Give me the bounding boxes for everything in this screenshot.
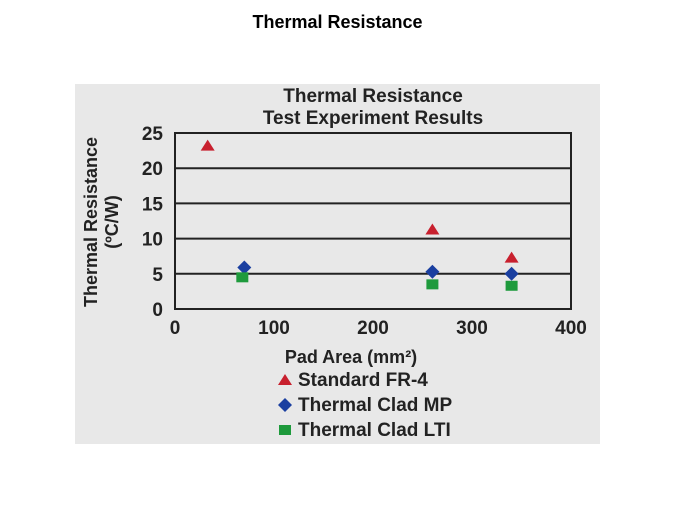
- data-point-square: [426, 279, 439, 290]
- legend-marker-triangle: [278, 374, 292, 385]
- legend-marker-diamond: [278, 398, 292, 412]
- y-axis-title-line-1: Thermal Resistance: [81, 137, 101, 307]
- chart-title-line-2: Test Experiment Results: [263, 108, 483, 129]
- data-point-square: [236, 272, 249, 283]
- legend-label: Standard FR-4: [298, 370, 428, 391]
- legend-marker-square: [279, 425, 291, 435]
- data-point-triangle: [504, 251, 519, 263]
- data-point-triangle: [200, 139, 215, 151]
- data-point-square: [505, 280, 518, 291]
- y-tick-label: 0: [152, 300, 163, 321]
- legend-label: Thermal Clad MP: [298, 395, 452, 416]
- x-tick-label: 200: [357, 318, 389, 339]
- legend-label: Thermal Clad LTI: [298, 420, 451, 441]
- chart-panel: Thermal Resistance Test Experiment Resul…: [75, 84, 600, 444]
- scatter-chart: Thermal Resistance Test Experiment Resul…: [81, 86, 587, 441]
- y-tick-label: 5: [152, 265, 163, 286]
- x-tick-label: 0: [170, 318, 181, 339]
- legend: Standard FR-4 Thermal Clad MP Thermal Clad…: [278, 370, 452, 441]
- y-tick-labels: 0 5 10 15 20 25: [142, 124, 164, 321]
- data-point-diamond: [504, 266, 519, 281]
- y-axis-title-line-2: (ºC/W): [102, 195, 122, 249]
- y-tick-label: 10: [142, 230, 163, 251]
- x-axis-title: Pad Area (mm²): [285, 347, 417, 367]
- x-tick-label: 300: [456, 318, 488, 339]
- data-point-triangle: [425, 223, 440, 235]
- chart-title-line-1: Thermal Resistance: [283, 86, 463, 107]
- data-point-diamond: [237, 260, 252, 275]
- data-points: [200, 139, 519, 291]
- x-tick-label: 400: [555, 318, 587, 339]
- slide-title: Thermal Resistance: [252, 12, 423, 32]
- plot-frame: [174, 132, 572, 310]
- y-tick-label: 15: [142, 194, 164, 215]
- x-tick-labels: 0 100 200 300 400: [170, 318, 587, 339]
- data-point-diamond: [425, 264, 440, 279]
- y-tick-label: 20: [142, 159, 163, 180]
- x-tick-label: 100: [258, 318, 290, 339]
- y-axis-title: Thermal Resistance (ºC/W): [81, 137, 122, 307]
- y-tick-label: 25: [142, 124, 164, 145]
